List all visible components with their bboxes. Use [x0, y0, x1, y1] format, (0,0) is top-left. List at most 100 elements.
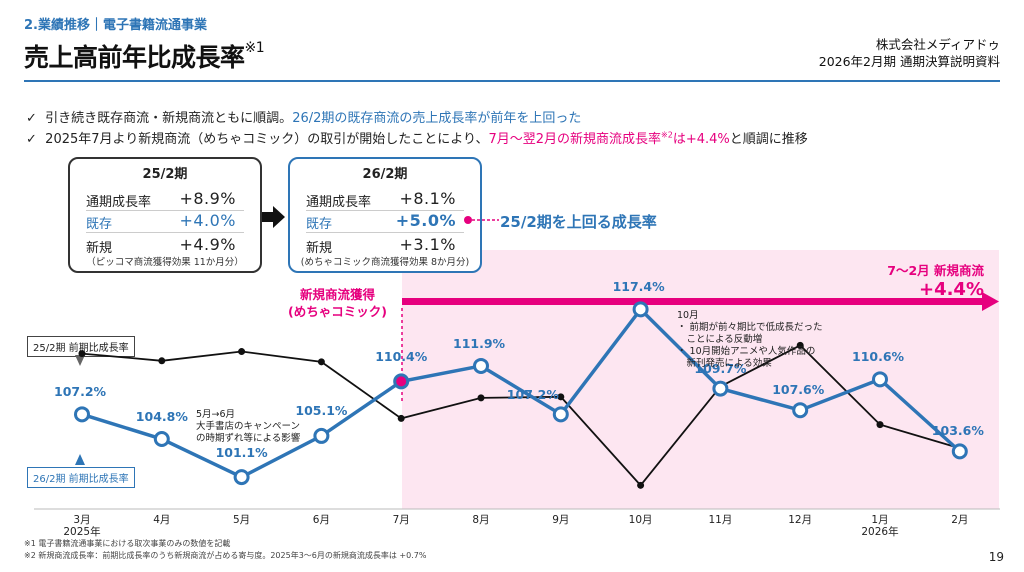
box-prev-year: 25/2期 通期成長率 +8.9% 既存 +4.0% 新規 +4.9% （ピッコマ商流… [68, 157, 262, 273]
annotation-line: ・ 前期が前々期比で低成長だった [677, 322, 823, 333]
row-value: +4.9% [179, 235, 236, 254]
row-value: +3.1% [399, 235, 456, 254]
x-tick-label: 10月 [628, 514, 653, 526]
x-tick-year-label: 2026年 [861, 526, 899, 538]
annotation-oct: 10月 ・ 前期が前々期比で低成長だった ことによる反動増 ・ 10月開始アニメ… [677, 310, 823, 370]
data-point-current [951, 443, 968, 460]
bullet-2: ✓ 2025年7月より新規商流（めちゃコミック）の取引が開始したことにより、7月… [26, 128, 808, 147]
x-tick-label: 1月 [871, 514, 889, 526]
data-label: 107.2% [54, 384, 107, 400]
row-label: 既存 [306, 217, 333, 232]
data-point-current [74, 406, 90, 423]
annotation-line: 5月→6月 [196, 409, 236, 420]
bullet-2-text: 2025年7月より新規商流（めちゃコミック）の取引が開始したことにより、 [45, 132, 489, 147]
data-label: 103.6% [931, 423, 984, 439]
annotation-line: の時期ずれ等による影響 [196, 433, 301, 444]
document-name: 2026年2月期 通期決算説明資料 [818, 54, 1000, 69]
legend-curr-pointer-icon [75, 454, 85, 465]
data-point-current [393, 373, 410, 390]
x-tick-label: 9月 [552, 514, 570, 526]
legend-prev-pointer-icon [75, 355, 85, 366]
header-rule [24, 80, 1000, 82]
box-prev-row-existing: 既存 +4.0% [86, 211, 244, 233]
box-curr-title: 26/2期 [362, 167, 408, 182]
annotation-line: 10月 [677, 310, 699, 321]
data-point-current [792, 402, 809, 419]
data-point-previous [317, 358, 325, 366]
box-prev-title: 25/2期 [142, 167, 188, 182]
data-label: 117.4% [612, 279, 665, 295]
box-curr-year: 26/2期 通期成長率 +8.1% 既存 +5.0% 新規 +3.1% (めちゃコミッ… [288, 157, 482, 273]
box-curr-row-total: 通期成長率 +8.1% [306, 189, 464, 211]
data-label: 104.8% [135, 409, 188, 425]
x-tick-label: 6月 [312, 514, 330, 526]
box-curr-row-new: 新規 +3.1% [306, 235, 464, 256]
box-prev-row-total: 通期成長率 +8.9% [86, 189, 244, 211]
bullet-1-text: 引き続き既存商流・新規商流ともに順調。 [45, 111, 293, 126]
period-label-value: +4.4% [918, 279, 984, 300]
callout-connector [464, 216, 499, 224]
data-point-previous [397, 414, 405, 422]
footnote-2: ※2 新規商流成長率：前期比成長率のうち新規商流が占める寄与度。2025年3〜6… [24, 551, 427, 560]
row-value: +5.0% [395, 211, 456, 230]
data-point-previous [158, 357, 166, 365]
new-deal-label-1: 新規商流獲得 [299, 287, 375, 302]
row-value: +8.9% [179, 189, 236, 208]
callout-text: 25/2期を上回る成長率 [500, 213, 657, 231]
row-label: 通期成長率 [306, 195, 372, 210]
annotation-may: 5月→6月 大手書店のキャンペーン の時期ずれ等による影響 [196, 409, 300, 445]
data-point-current [872, 371, 888, 388]
x-tick-label: 2月 [951, 514, 969, 526]
box-prev-row-new: 新規 +4.9% [86, 235, 244, 256]
series-line-previous [81, 344, 961, 487]
row-label: 新規 [306, 241, 333, 256]
x-tick-label: 11月 [708, 514, 733, 526]
data-point-previous [796, 341, 804, 349]
series-line-current [81, 306, 961, 480]
data-point-current [233, 469, 250, 486]
data-point-current [473, 357, 489, 374]
annotation-line: ・ 10月開始アニメや人気作品の [677, 346, 816, 357]
annotation-line: 新刊発売による効果 [677, 358, 772, 369]
box-curr-note: (めちゃコミック商流獲得効果 8か月分) [300, 257, 470, 268]
section-label: 2.業績推移｜電子書籍流通事業 [24, 18, 207, 33]
row-label: 既存 [86, 217, 113, 232]
check-icon: ✓ [26, 111, 37, 126]
box-prev-note: （ピッコマ商流獲得効果 11か月分） [86, 257, 244, 268]
annotation-line: 大手書店のキャンペーン [196, 421, 301, 432]
period-arrow-icon [402, 292, 999, 311]
period-label: 7〜2月 新規商流 +4.4% [887, 260, 984, 301]
data-label: 107.2% [506, 387, 559, 403]
bullet-2-highlight: 7月〜翌2月の新規商流成長率 [488, 132, 662, 147]
footnote-1: ※1 電子書籍流通事業における取次事業のみの数値を記載 [24, 539, 231, 548]
data-point-previous [637, 481, 645, 489]
x-tick-year-label: 2025年 [63, 526, 101, 538]
x-tick-label: 3月 [73, 514, 91, 526]
row-label: 通期成長率 [86, 195, 152, 210]
data-label: 101.1% [215, 445, 268, 461]
row-value: +4.0% [179, 211, 236, 230]
data-point-current [313, 427, 330, 444]
company-block: 株式会社メディアドゥ 2026年2月期 通期決算説明資料 [819, 36, 1000, 70]
bullet-1-highlight: 26/2期の既存商流の売上成長率が前年を上回った [292, 111, 582, 126]
data-point-previous [238, 348, 246, 356]
legend-curr: 26/2期 前期比成長率 [27, 467, 135, 488]
box-curr-row-existing: 既存 +5.0% [306, 211, 464, 233]
data-point-previous [477, 394, 485, 402]
data-point-previous [557, 393, 565, 401]
bullet-2-tail: と順調に推移 [729, 132, 808, 147]
x-tick-label: 12月 [788, 514, 813, 526]
title-text: 売上高前年比成長率 [24, 43, 245, 72]
page-title: 売上高前年比成長率※1 [24, 38, 265, 74]
bullet-2-footnote-mark: ※2 [661, 130, 673, 140]
bullet-1: ✓ 引き続き既存商流・新規商流ともに順調。26/2期の既存商流の売上成長率が前年… [26, 107, 581, 126]
data-label: 110.6% [852, 349, 905, 365]
page-number: 19 [988, 550, 1004, 564]
row-value: +8.1% [399, 189, 456, 208]
x-tick-label: 5月 [233, 514, 251, 526]
data-point-current [153, 431, 170, 448]
title-footnote-mark: ※1 [244, 40, 265, 56]
x-tick-label: 8月 [472, 514, 490, 526]
data-label: 107.6% [772, 382, 825, 398]
arrow-right-icon [262, 206, 285, 228]
